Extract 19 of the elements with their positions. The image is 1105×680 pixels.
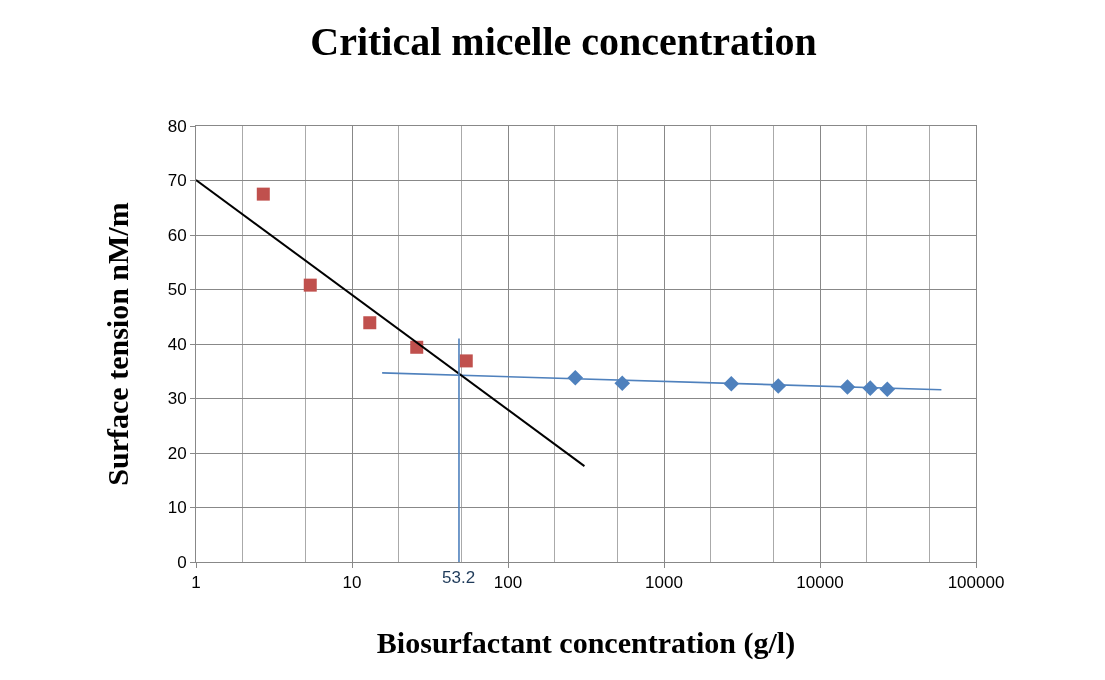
y-tick-label: 10 bbox=[167, 498, 187, 518]
x-tick-label: 100000 bbox=[947, 573, 1005, 593]
y-tick-label: 50 bbox=[167, 280, 187, 300]
y-tick-label: 0 bbox=[177, 552, 187, 572]
x-tick-label: 10 bbox=[342, 573, 362, 593]
y-tick-label: 80 bbox=[167, 116, 187, 136]
y-tick-label: 60 bbox=[167, 225, 187, 245]
annotation: 53.2 bbox=[442, 568, 476, 587]
x-tick-label: 100 bbox=[493, 573, 523, 593]
x-tick-label: 1000 bbox=[645, 573, 683, 593]
y-tick-label: 40 bbox=[167, 334, 187, 354]
y-tick-label: 20 bbox=[167, 443, 187, 463]
y-axis-title: Surface tension nM/m bbox=[100, 202, 134, 486]
y-tick-label: 70 bbox=[167, 171, 187, 191]
chart-title: Critical micelle concentration bbox=[310, 18, 817, 64]
x-tick-label: 1 bbox=[191, 573, 201, 593]
x-axis-title: Biosurfactant concentration (g/l) bbox=[376, 625, 796, 660]
y-tick-label: 30 bbox=[167, 389, 187, 409]
x-tick-label: 10000 bbox=[796, 573, 844, 593]
